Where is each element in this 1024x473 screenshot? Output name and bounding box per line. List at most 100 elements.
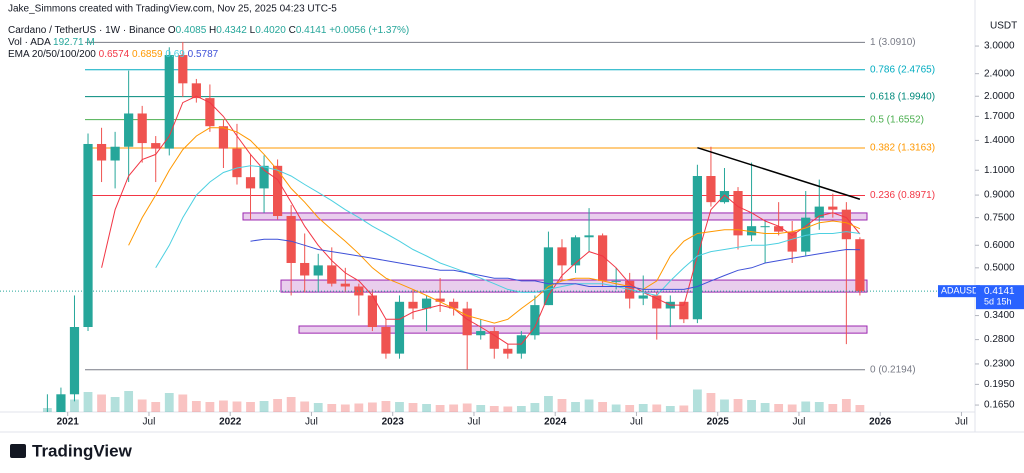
change: +0.0056 (+1.37%): [329, 25, 409, 36]
volume-bar: [462, 403, 472, 412]
volume-bar: [665, 406, 675, 412]
volume-line: Vol · ADA 192.71 M: [8, 37, 95, 48]
fib-label: 0.786 (2.4765): [870, 64, 935, 75]
candle-body: [801, 217, 811, 252]
trendline: [697, 146, 861, 200]
ohlc-value: 0.4085: [176, 25, 207, 36]
candle-body: [232, 148, 242, 178]
candle-body: [367, 295, 377, 328]
symbol-tag-label: ADAUSDT: [941, 286, 985, 296]
volume-value: 192.71 M: [53, 37, 95, 48]
axis-title: USDT: [990, 21, 1017, 32]
candle-body: [774, 226, 784, 232]
candle-body: [137, 113, 147, 144]
volume-bar: [638, 404, 648, 412]
candle-body: [205, 98, 215, 127]
volume-bar: [219, 400, 228, 412]
ohlc-key: O: [168, 25, 176, 36]
volume-bar: [286, 397, 296, 412]
volume-bar: [435, 405, 445, 412]
volume-bar: [801, 401, 811, 412]
volume-bar: [381, 401, 391, 412]
candle-body: [692, 176, 702, 320]
volume-bar: [232, 401, 242, 412]
ema-line: [128, 127, 861, 324]
fib-label: 0.382 (1.3163): [870, 143, 935, 154]
volume-bar: [611, 404, 621, 412]
price-tag-value: 0.4141: [984, 286, 1015, 297]
volume-bar: [679, 405, 689, 412]
x-tick-label: Jul: [955, 417, 968, 428]
symbol: Cardano / TetherUS · 1W · Binance: [8, 25, 166, 36]
candle-body: [611, 280, 621, 282]
candle-body: [787, 231, 797, 252]
volume-bar: [70, 399, 79, 412]
candle-body: [733, 191, 743, 236]
x-tick-label: 2021: [57, 417, 80, 428]
y-tick-label: 0.5000: [984, 262, 1015, 273]
y-tick-label: 0.1650: [984, 400, 1015, 411]
ema-value: 0.5787: [188, 49, 219, 60]
candle-body: [584, 235, 594, 238]
fib-label: 0.618 (1.9940): [870, 91, 935, 102]
candle-body: [543, 247, 554, 306]
candle-body: [286, 216, 296, 263]
plot-area: [0, 41, 975, 412]
candle-body: [503, 348, 513, 354]
volume-bar: [571, 402, 580, 412]
ema-label: EMA 20/50/100/200: [8, 49, 96, 60]
candle-body: [69, 327, 80, 395]
x-tick-label: 2023: [382, 417, 405, 428]
x-tick-label: Jul: [305, 417, 318, 428]
y-tick-label: 3.0000: [984, 41, 1015, 52]
candle-body: [489, 331, 499, 349]
x-tick-label: Jul: [468, 417, 481, 428]
volume-bar: [110, 397, 120, 412]
volume-bar: [489, 406, 499, 412]
x-tick-label: 2026: [869, 417, 892, 428]
y-tick-label: 0.9000: [984, 190, 1015, 201]
candle-body: [83, 143, 93, 328]
ema-value: 0.6859: [132, 49, 163, 60]
fib-label: 0.236 (0.8971): [870, 190, 935, 201]
volume-bar: [97, 394, 106, 412]
volume-bar: [354, 403, 364, 412]
y-tick-label: 1.1000: [984, 165, 1015, 176]
ohlc-key: L: [250, 25, 256, 36]
ema-line: [250, 238, 860, 290]
volume-bar: [828, 404, 838, 412]
volume-label: Vol · ADA: [8, 37, 51, 48]
x-tick-label: Jul: [793, 417, 806, 428]
fib-label: 0 (0.2194): [870, 364, 916, 375]
candle-body: [855, 239, 865, 292]
volume-bar: [395, 402, 404, 412]
volume-bar: [720, 399, 729, 412]
volume-bar: [584, 399, 594, 412]
symbol-line: Cardano / TetherUS · 1W · Binance O0.408…: [8, 25, 409, 36]
volume-bar: [652, 404, 662, 412]
volume-bar: [340, 404, 350, 412]
volume-bar: [557, 399, 567, 412]
volume-bar: [855, 405, 865, 412]
footer-logo: TradingView: [10, 441, 133, 460]
candle-body: [462, 308, 472, 336]
volume-bar: [733, 399, 743, 412]
volume-bar: [449, 404, 459, 412]
x-tick-label: 2022: [219, 417, 242, 428]
volume-bar: [273, 399, 283, 412]
volume-bar: [259, 401, 269, 412]
fib-label: 0.5 (1.6552): [870, 114, 924, 125]
candle-body: [760, 226, 770, 228]
volume-bar: [151, 402, 161, 412]
volume-bar: [841, 399, 851, 412]
logo-icon: [10, 444, 26, 458]
volume-bar: [164, 393, 174, 412]
candle-body: [394, 301, 405, 354]
y-tick-label: 0.2300: [984, 359, 1015, 370]
candle-body: [449, 301, 459, 309]
zone: [242, 212, 868, 221]
ema-value: 0.6574: [99, 49, 130, 60]
fib-label: 1 (3.0910): [870, 37, 916, 48]
candle-body: [435, 298, 445, 302]
